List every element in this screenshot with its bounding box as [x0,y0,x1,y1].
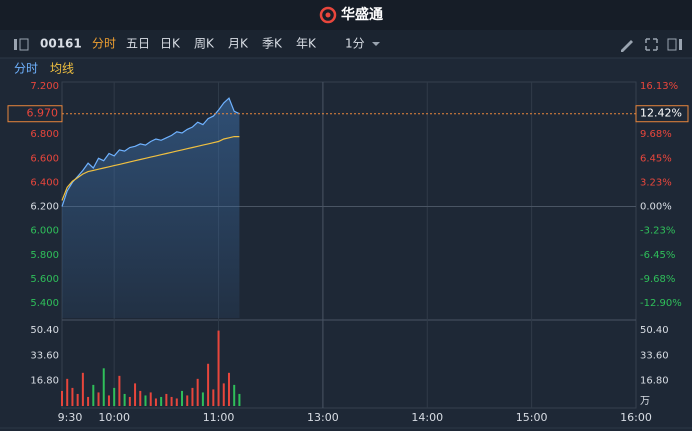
average-line [61,136,240,201]
toolbar [0,30,692,58]
y-tick-label: 6.800 [30,129,59,140]
volume-bar [87,396,90,406]
volume-bar [128,396,131,406]
fullscreen-icon[interactable] [645,38,658,51]
x-tick-label: 16:00 [620,411,652,424]
x-tick-label: 11:00 [203,411,235,424]
period-tab[interactable]: 分时 [92,37,116,51]
volume-bar [149,392,152,406]
volume-bar [160,396,163,406]
last-price-label: 6.970 [27,107,59,120]
volume-bar [92,384,95,406]
stock-code: 00161 [40,37,82,51]
x-tick-label: 15:00 [516,411,548,424]
top-bar [0,0,692,30]
volume-bar [76,393,79,406]
y2-tick-label: 3.23% [640,177,672,188]
volume-tick-label: 33.60 [30,350,59,361]
volume-unit: 万 [640,396,650,407]
volume-tick-label: 33.60 [640,350,669,361]
period-tab[interactable]: 月K [228,37,249,51]
y2-tick-label: -3.23% [640,226,675,237]
x-tick-label: 13:00 [307,411,339,424]
volume-bar [181,390,184,406]
volume-bar [66,378,69,406]
y2-tick-label: 6.45% [640,153,672,164]
period-tab[interactable]: 周K [194,37,215,51]
volume-bar [186,395,189,406]
price-line [61,97,240,207]
volume-bar [175,398,178,406]
volume-bar [222,383,225,406]
y2-tick-label: 16.13% [640,81,678,92]
volume-bar [238,393,241,406]
last-change-label: 12.42% [640,107,682,120]
logo [319,6,337,24]
volume-bar [227,372,230,406]
period-tab[interactable]: 年K [296,37,317,51]
y2-tick-label: 0.00% [640,202,672,213]
volume-bar [201,392,204,406]
y-tick-label: 6.600 [30,153,59,164]
volume-bar [97,392,100,406]
volume-bar [81,372,84,406]
volume-bar [165,393,168,406]
volume-bar [233,384,236,406]
volume-tick-label: 50.40 [640,325,669,336]
volume-bar [113,387,116,406]
period-tab[interactable]: 五日 [126,37,150,51]
volume-bar [139,390,142,406]
volume-bar [61,390,63,406]
brand: 华盛通 [341,6,383,23]
period-tab[interactable]: 日K [160,37,181,51]
y2-tick-label: -6.45% [640,250,675,261]
volume-bar [217,330,220,406]
y-tick-label: 6.200 [30,202,59,213]
volume-tick-label: 16.80 [30,376,59,387]
y-tick-label: 5.600 [30,274,59,285]
period-tab[interactable]: 季K [262,37,283,51]
volume-bar [102,368,105,406]
y2-tick-label: -9.68% [640,274,675,285]
volume-tick-label: 16.80 [640,376,669,387]
y-tick-label: 5.400 [30,298,59,309]
x-tick-label: 9:30 [58,411,83,424]
volume-bar [134,383,137,406]
volume-bar [207,363,210,406]
volume-bar [170,396,173,406]
draw-icon[interactable] [621,40,633,52]
volume-bar [196,378,199,406]
y-tick-label: 5.800 [30,250,59,261]
y2-tick-label: 9.68% [640,129,672,140]
volume-bar [71,387,74,406]
y-tick-label: 6.000 [30,226,59,237]
volume-bar [191,387,194,406]
panel-toggle[interactable] [14,38,29,51]
y2-tick-label: -12.90% [640,298,682,309]
price-area [62,98,240,318]
dropdown-arrow[interactable] [372,42,380,46]
volume-bar [144,395,147,406]
interval[interactable]: 1分 [345,37,365,51]
volume-bar [107,395,110,406]
legend-label: 分时 [14,62,38,76]
last-change-box [635,105,689,123]
y-tick-label: 7.200 [30,81,59,92]
y-tick-label: 6.400 [30,177,59,188]
volume-tick-label: 50.40 [30,325,59,336]
volume-bar [118,375,121,406]
side-toggle[interactable] [667,38,682,51]
x-tick-label: 14:00 [411,411,443,424]
x-tick-label: 10:00 [98,411,130,424]
last-price-box [7,105,63,123]
volume-bar [123,393,126,406]
volume-bar [154,398,157,406]
legend-label: 均线 [50,62,74,76]
volume-bar [212,389,215,406]
